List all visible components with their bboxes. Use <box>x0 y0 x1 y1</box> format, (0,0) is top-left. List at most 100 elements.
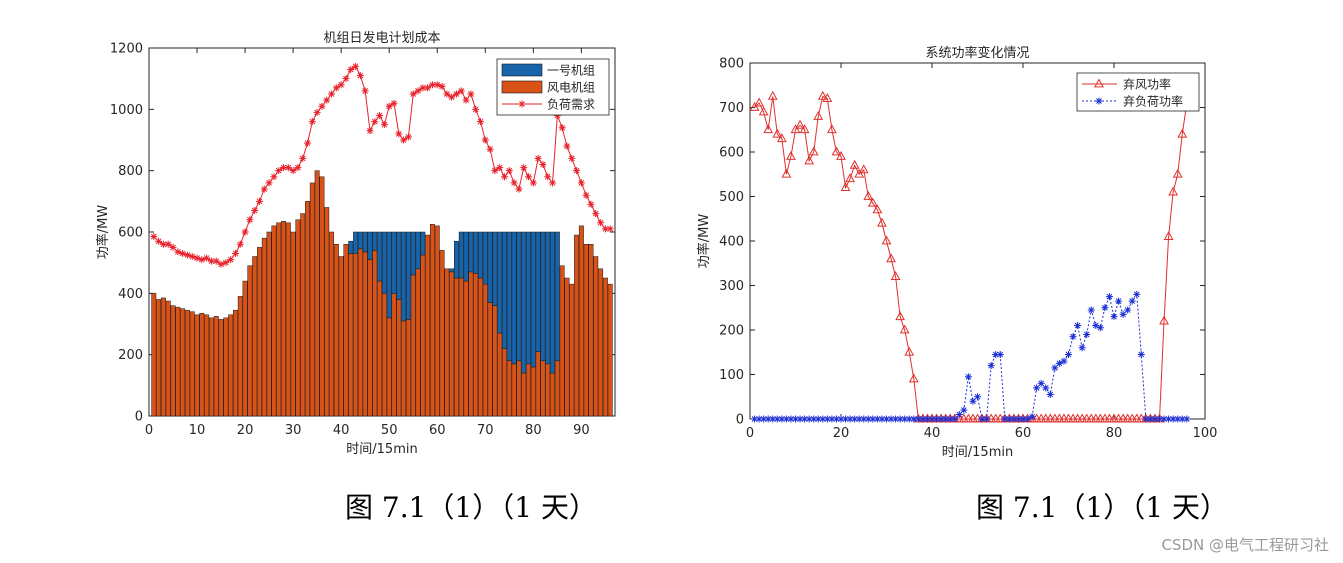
bar-wind <box>194 314 200 417</box>
load-point <box>246 216 254 224</box>
legend-box <box>1076 72 1200 112</box>
curtail-load-point <box>914 415 922 423</box>
bar-unit1 <box>550 231 556 374</box>
load-point <box>573 167 581 175</box>
load-point <box>400 136 408 144</box>
load-point <box>395 130 403 138</box>
x-axis-label: 时间/15min <box>346 442 417 457</box>
load-point <box>414 87 422 95</box>
y-tick-label: 700 <box>719 101 744 116</box>
bar-wind <box>386 317 392 417</box>
bar-wind <box>526 363 531 417</box>
load-point <box>155 237 163 245</box>
curtail-wind-point <box>877 217 887 227</box>
bar-unit1 <box>405 231 411 320</box>
curtail-load-point <box>1101 304 1109 312</box>
load-point <box>318 102 326 110</box>
curtail-load-point <box>864 415 872 423</box>
load-point <box>390 99 398 107</box>
bar-wind <box>588 244 594 417</box>
bar-wind <box>156 299 162 417</box>
load-point <box>280 164 288 172</box>
curtail-wind-point <box>1172 168 1183 178</box>
curtail-load-point <box>978 415 986 423</box>
load-point <box>198 256 206 264</box>
curtail-load-point <box>755 415 763 423</box>
bar-wind <box>305 201 310 417</box>
bar-wind <box>242 280 248 417</box>
load-point <box>597 219 605 227</box>
load-point <box>356 72 364 80</box>
bar-unit1 <box>357 231 363 250</box>
curtail-load-point <box>1146 415 1154 423</box>
bar-wind <box>199 313 205 417</box>
bar-wind <box>189 311 195 417</box>
curtail-load-point <box>955 411 963 419</box>
bar-wind <box>319 176 325 417</box>
curtail-load-point <box>1178 415 1186 423</box>
bar-wind <box>372 250 378 417</box>
bar-wind <box>228 314 234 417</box>
bar-unit1 <box>386 231 392 319</box>
y-tick-label: 1000 <box>110 103 143 118</box>
bar-wind <box>473 273 479 417</box>
bar-wind <box>550 372 556 417</box>
curtail-load-point <box>796 415 804 423</box>
curtail-wind-point <box>781 168 792 178</box>
load-point <box>236 240 244 248</box>
bar-wind <box>569 283 575 417</box>
curtail-load-point <box>1133 290 1141 298</box>
curtail-load-point <box>964 373 972 381</box>
load-point <box>481 136 489 144</box>
curtail-load-point <box>923 415 931 423</box>
bar-wind <box>574 234 580 417</box>
curtail-wind-point <box>1177 128 1188 138</box>
bar-wind <box>324 207 330 417</box>
legend-label: 风电机组 <box>547 81 595 95</box>
bar-wind <box>237 296 243 417</box>
curtail-load-point <box>974 393 981 401</box>
y-tick-label: 1200 <box>110 42 143 57</box>
bar-wind <box>357 248 363 417</box>
bar-unit1 <box>372 231 378 251</box>
curtail-load-point <box>905 415 913 423</box>
curtail-wind-point <box>881 235 892 245</box>
bar-wind <box>309 182 315 417</box>
bar-wind <box>343 244 349 417</box>
x-tick-label: 100 <box>1193 426 1218 441</box>
load-point <box>592 210 600 218</box>
load-point <box>476 118 484 126</box>
load-point <box>525 173 533 181</box>
curtail-load-point <box>937 415 945 423</box>
curtail-load-point <box>992 350 1000 358</box>
load-point <box>308 118 316 126</box>
bar-unit1 <box>362 231 368 253</box>
bar-unit1 <box>463 231 469 282</box>
load-point <box>472 105 480 113</box>
load-point <box>409 90 417 98</box>
plot-area <box>749 62 1206 420</box>
bar-wind <box>578 225 584 417</box>
curtail-load-point <box>896 415 904 423</box>
y-axis-label: 功率/MW <box>95 205 111 260</box>
bar-wind <box>391 293 397 417</box>
bar-wind <box>213 316 219 417</box>
curtail-load-point <box>801 415 809 423</box>
bar-wind <box>439 250 445 417</box>
bar-wind <box>478 277 483 417</box>
curtail-load-point <box>1001 415 1009 423</box>
load-point <box>193 254 201 262</box>
y-axis-label: 功率/MW <box>696 214 712 269</box>
curtail-wind-point <box>886 253 896 263</box>
curtail-load-point <box>1078 344 1086 352</box>
curtail-load-point <box>951 415 959 423</box>
curtail-wind-point <box>858 164 869 174</box>
curtail-load-point <box>1014 415 1022 423</box>
legend-label: 一号机组 <box>547 64 595 78</box>
curtail-wind-point <box>845 173 855 183</box>
bar-wind <box>295 219 301 417</box>
load-point <box>457 87 465 95</box>
y-tick-label: 600 <box>118 226 143 241</box>
load-point <box>251 207 259 215</box>
